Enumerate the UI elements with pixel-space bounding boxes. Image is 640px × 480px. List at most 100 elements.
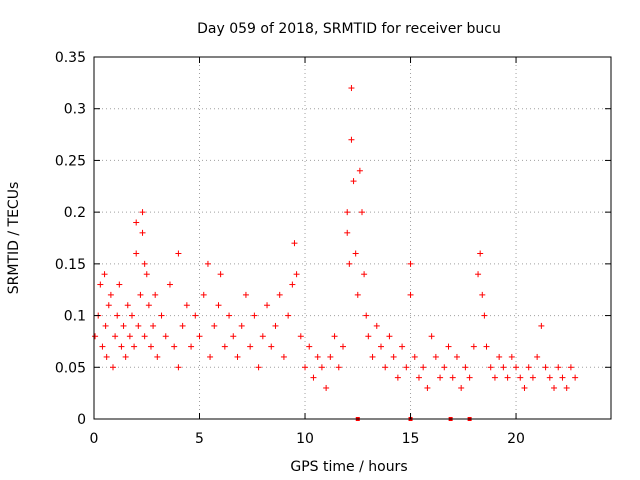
data-point [318, 364, 325, 371]
data-point [445, 343, 452, 350]
data-point [481, 312, 488, 319]
data-point [415, 374, 422, 381]
data-point [204, 260, 211, 267]
y-tick-label: 0.3 [64, 102, 86, 118]
data-point [542, 364, 549, 371]
data-point [141, 333, 148, 340]
data-point [369, 353, 376, 360]
data-point [470, 343, 477, 350]
data-point [475, 271, 482, 278]
y-tick-label: 0.15 [55, 257, 86, 273]
data-point [272, 322, 279, 329]
data-point [346, 260, 353, 267]
data-point [99, 343, 106, 350]
data-point [432, 353, 439, 360]
data-point [92, 333, 99, 340]
data-point [107, 291, 114, 298]
data-point [394, 374, 401, 381]
data-point [158, 312, 165, 319]
data-point [390, 353, 397, 360]
grid [94, 57, 611, 419]
data-point [477, 250, 484, 257]
data-point [517, 374, 524, 381]
data-point [118, 343, 125, 350]
y-tick-label: 0.25 [55, 153, 86, 169]
data-point [403, 364, 410, 371]
data-point [162, 333, 169, 340]
y-tick-label: 0.1 [64, 309, 86, 325]
data-point [280, 353, 287, 360]
data-point [109, 364, 116, 371]
data-point [567, 364, 574, 371]
data-point [152, 291, 159, 298]
data-point [466, 374, 473, 381]
data-point [377, 343, 384, 350]
x-tick-label: 10 [296, 431, 314, 447]
data-point [128, 312, 135, 319]
data-point [291, 240, 298, 247]
data-point [276, 291, 283, 298]
data-point [120, 322, 127, 329]
data-point [437, 374, 444, 381]
data-point [255, 364, 262, 371]
data-point [386, 333, 393, 340]
x-axis-label: GPS time / hours [290, 459, 407, 475]
data-point [323, 384, 330, 391]
y-tick-label: 0.05 [55, 360, 86, 376]
data-point [428, 333, 435, 340]
data-point [268, 343, 275, 350]
plot-frame [93, 56, 612, 420]
data-point [348, 85, 355, 92]
data-point [508, 353, 515, 360]
data-point [141, 260, 148, 267]
data-point [521, 384, 528, 391]
data-point [335, 364, 342, 371]
data-point [135, 322, 142, 329]
data-point [215, 302, 222, 309]
data-point [344, 209, 351, 216]
data-point [546, 374, 553, 381]
data-point [551, 384, 558, 391]
data-point [196, 333, 203, 340]
data-point [310, 374, 317, 381]
data-point [234, 353, 241, 360]
data-point [147, 343, 154, 350]
data-point [101, 271, 108, 278]
data-point [340, 343, 347, 350]
data-point [264, 302, 271, 309]
data-point [462, 364, 469, 371]
data-point [407, 260, 414, 267]
data-point [211, 322, 218, 329]
data-point [114, 312, 121, 319]
data-point [479, 291, 486, 298]
data-point [500, 364, 507, 371]
axis-ticks: 0 0.05 0.1 0.15 0.2 0.25 0.3 0.35 0 5 10 15 20 [55, 50, 611, 447]
data-point [534, 353, 541, 360]
data-point [124, 302, 131, 309]
data-points [92, 85, 579, 421]
data-point [293, 271, 300, 278]
x-tick-label: 15 [402, 431, 420, 447]
data-point [143, 271, 150, 278]
data-point [183, 302, 190, 309]
data-point [350, 178, 357, 185]
y-axis-label: SRMTID / TECUs [6, 182, 22, 295]
data-point [103, 353, 110, 360]
data-point [188, 343, 195, 350]
data-point [365, 333, 372, 340]
data-point [102, 322, 109, 329]
data-point [331, 333, 338, 340]
data-point [356, 167, 363, 174]
data-point [424, 384, 431, 391]
data-point [139, 209, 146, 216]
data-point [217, 271, 224, 278]
data-point [411, 353, 418, 360]
data-point [97, 281, 104, 288]
data-point [314, 353, 321, 360]
data-point [150, 322, 157, 329]
data-point [525, 364, 532, 371]
data-point [529, 374, 536, 381]
data-point [352, 250, 359, 257]
data-point [373, 322, 380, 329]
